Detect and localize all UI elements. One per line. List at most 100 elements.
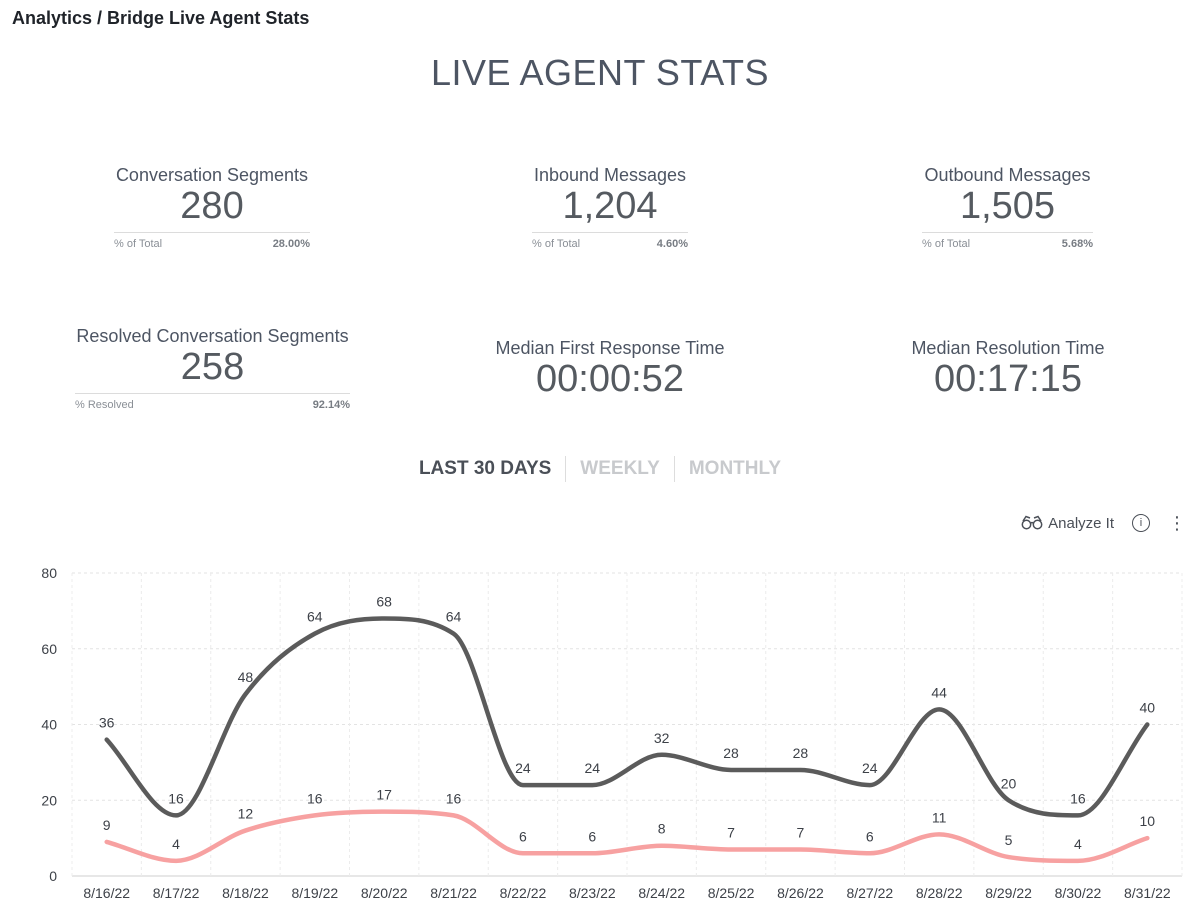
metric-value: 1,505 <box>959 185 1056 227</box>
data-label: 7 <box>797 824 805 840</box>
data-label: 68 <box>376 593 392 609</box>
data-label: 16 <box>168 790 184 806</box>
data-label: 20 <box>1001 775 1017 791</box>
x-tick-label: 8/19/22 <box>291 885 338 901</box>
chart-toolbar: Analyze It i ⋮ <box>1020 514 1186 532</box>
x-tick-label: 8/30/22 <box>1055 885 1102 901</box>
data-label: 12 <box>238 806 254 822</box>
x-tick-label: 8/20/22 <box>361 885 408 901</box>
metric-resolved-segments: Resolved Conversation Segments 258 % Res… <box>75 326 350 411</box>
series-line-dark <box>104 616 1150 818</box>
data-label: 24 <box>862 760 878 776</box>
metric-sub-value: 5.68% <box>1061 238 1093 250</box>
x-tick-label: 8/29/22 <box>985 885 1032 901</box>
data-label: 5 <box>1005 832 1013 848</box>
data-label: 11 <box>932 809 947 825</box>
more-vertical-icon[interactable]: ⋮ <box>1168 513 1186 533</box>
metric-value: 00:00:52 <box>536 358 684 400</box>
x-tick-label: 8/21/22 <box>430 885 477 901</box>
binoculars-icon <box>1021 515 1043 530</box>
data-label: 6 <box>588 828 596 844</box>
data-label: 24 <box>585 760 601 776</box>
line-chart: 0 20 40 60 80 8/16/22 8/17/22 8/18/22 8/19/22 8/2… <box>41 565 1183 901</box>
tab-weekly[interactable]: WEEKLY <box>580 458 660 479</box>
y-tick-label: 0 <box>49 868 57 884</box>
data-label: 32 <box>654 730 670 746</box>
tab-monthly[interactable]: MONTHLY <box>688 458 782 479</box>
data-label: 64 <box>307 609 323 625</box>
data-label: 16 <box>1070 790 1086 806</box>
data-label: 6 <box>519 828 527 844</box>
x-tick-label: 8/23/22 <box>569 885 616 901</box>
x-tick-label: 8/16/22 <box>83 885 130 901</box>
metric-label: Median First Response Time <box>495 338 725 358</box>
metric-median-first-response: Median First Response Time 00:00:52 <box>490 338 730 399</box>
x-tick-label: 8/31/22 <box>1124 885 1171 901</box>
breadcrumb: Analytics / Bridge Live Agent Stats <box>12 8 310 28</box>
metric-sub-value: 28.00% <box>272 238 310 250</box>
metric-sub: % of Total 4.60% <box>532 232 688 250</box>
data-label: 44 <box>931 684 947 700</box>
metric-sub-label: % Resolved <box>75 399 134 411</box>
x-tick-label: 8/17/22 <box>153 885 200 901</box>
metric-label: Conversation Segments <box>115 165 309 185</box>
data-label: 9 <box>103 817 111 833</box>
x-tick-label: 8/18/22 <box>222 885 269 901</box>
info-icon[interactable]: i <box>1132 514 1150 532</box>
metric-sub: % of Total 28.00% <box>114 232 310 250</box>
metric-label: Resolved Conversation Segments <box>76 326 349 346</box>
data-label: 17 <box>376 787 392 803</box>
metric-label: Inbound Messages <box>533 165 687 185</box>
data-label: 36 <box>99 715 115 731</box>
data-label: 64 <box>446 609 462 625</box>
metric-inbound-messages: Inbound Messages 1,204 % of Total 4.60% <box>532 165 688 250</box>
metric-value: 00:17:15 <box>934 358 1082 400</box>
metric-sub: % of Total 5.68% <box>922 232 1093 250</box>
metric-sub-value: 92.14% <box>312 399 350 411</box>
metric-sub-label: % of Total <box>922 238 971 250</box>
data-label: 6 <box>866 828 874 844</box>
metric-sub-value: 4.60% <box>656 238 688 250</box>
data-label: 40 <box>1140 700 1156 716</box>
data-label: 16 <box>307 790 323 806</box>
y-tick-label: 40 <box>41 717 57 733</box>
y-tick-label: 80 <box>41 565 57 581</box>
tab-divider <box>565 456 567 482</box>
x-tick-label: 8/24/22 <box>638 885 685 901</box>
period-tabs: LAST 30 DAYS WEEKLY MONTHLY <box>0 456 1200 482</box>
data-label: 16 <box>446 790 462 806</box>
metric-label: Outbound Messages <box>924 165 1091 185</box>
metric-value: 280 <box>180 185 244 227</box>
metric-sub-label: % of Total <box>114 238 163 250</box>
x-tick-label: 8/28/22 <box>916 885 963 901</box>
metric-sub: % Resolved 92.14% <box>75 393 350 411</box>
data-label: 28 <box>793 745 809 761</box>
tab-divider <box>673 456 675 482</box>
metric-outbound-messages: Outbound Messages 1,505 % of Total 5.68% <box>922 165 1093 250</box>
metric-value: 1,204 <box>562 185 658 227</box>
data-label: 8 <box>658 821 666 837</box>
y-tick-label: 60 <box>41 641 57 657</box>
x-tick-label: 8/27/22 <box>846 885 893 901</box>
tab-last-30-days[interactable]: LAST 30 DAYS <box>418 458 552 479</box>
data-label: 10 <box>1140 813 1156 829</box>
x-tick-label: 8/26/22 <box>777 885 824 901</box>
y-tick-label: 20 <box>41 792 57 808</box>
metric-conversation-segments: Conversation Segments 280 % of Total 28.… <box>114 165 310 250</box>
metric-value: 258 <box>180 346 245 388</box>
data-label: 4 <box>172 836 180 852</box>
metric-median-resolution: Median Resolution Time 00:17:15 <box>904 338 1112 399</box>
analyze-it-button[interactable]: Analyze It <box>1020 515 1114 532</box>
data-label: 28 <box>723 745 739 761</box>
page-title: LIVE AGENT STATS <box>430 52 770 93</box>
metric-sub-label: % of Total <box>532 238 581 250</box>
data-label: 7 <box>727 824 735 840</box>
x-tick-label: 8/22/22 <box>500 885 547 901</box>
data-label: 48 <box>238 669 254 685</box>
x-tick-label: 8/25/22 <box>708 885 755 901</box>
data-label: 24 <box>515 760 531 776</box>
data-label: 4 <box>1074 836 1082 852</box>
analyze-it-label: Analyze It <box>1048 514 1114 532</box>
series-line-pink <box>104 809 1150 864</box>
metric-label: Median Resolution Time <box>911 338 1105 358</box>
